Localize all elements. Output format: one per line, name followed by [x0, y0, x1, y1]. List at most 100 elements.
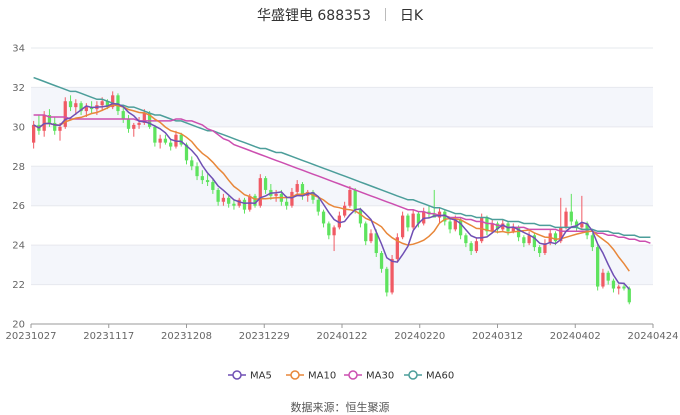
- candle-body: [258, 178, 262, 206]
- candle-body: [553, 233, 558, 242]
- candle-body: [469, 243, 473, 252]
- candle-body: [169, 142, 173, 147]
- candle: [627, 286, 631, 305]
- candle: [111, 91, 115, 110]
- candle-body: [142, 113, 146, 123]
- candle: [121, 107, 125, 123]
- candle: [448, 219, 452, 234]
- y-tick-label: 30: [12, 122, 25, 133]
- candle-body: [321, 211, 326, 224]
- y-tick-label: 22: [12, 280, 25, 291]
- candle: [316, 197, 320, 216]
- x-tick-label: 20240312: [472, 331, 523, 342]
- candle: [205, 174, 210, 186]
- candle: [195, 162, 199, 181]
- candle: [485, 215, 489, 236]
- candle: [174, 130, 178, 149]
- candle-body: [121, 111, 125, 119]
- period-label: 日K: [399, 8, 424, 24]
- candle: [395, 233, 399, 261]
- candle: [406, 213, 410, 232]
- candles: [32, 91, 631, 305]
- candle-body: [627, 288, 631, 303]
- candle-body: [569, 211, 573, 222]
- candle: [221, 193, 226, 206]
- candle: [258, 174, 262, 208]
- candle: [227, 195, 231, 208]
- candle: [348, 186, 352, 208]
- candle-body: [611, 280, 616, 289]
- x-tick-label: 20240220: [394, 331, 445, 342]
- candle: [126, 115, 131, 133]
- candle-body: [274, 193, 278, 196]
- candle-body: [227, 197, 231, 204]
- title-separator: [384, 8, 386, 21]
- candle-body: [522, 237, 526, 244]
- legend-label: MA30: [366, 371, 394, 382]
- candle-body: [495, 223, 500, 230]
- candle: [211, 178, 215, 194]
- legend-marker: [348, 370, 358, 380]
- legend-item-ma5: MA5: [228, 370, 272, 382]
- candle: [163, 134, 168, 145]
- candle-body: [68, 101, 73, 108]
- candle: [263, 176, 268, 194]
- candle-body: [158, 138, 162, 143]
- y-tick-label: 34: [12, 44, 25, 55]
- candle-body: [300, 184, 305, 196]
- stock-name-code: 华盛锂电 688353: [256, 8, 371, 24]
- candle: [606, 270, 610, 285]
- candle: [385, 266, 389, 297]
- ma10-line: [33, 104, 630, 272]
- candle-body: [137, 122, 141, 125]
- candle-body: [348, 189, 352, 206]
- candle-body: [427, 211, 431, 214]
- candle: [68, 95, 73, 112]
- candle-body: [200, 176, 204, 181]
- legend-marker: [232, 370, 242, 380]
- candle: [400, 211, 405, 240]
- candle-body: [390, 258, 394, 293]
- ma60-line: [33, 76, 651, 239]
- candle-body: [116, 95, 120, 112]
- candle: [321, 209, 326, 228]
- candle-body: [32, 124, 36, 143]
- candle: [358, 207, 363, 228]
- candle: [580, 195, 584, 230]
- candle: [559, 197, 563, 244]
- candle: [79, 101, 83, 116]
- candle: [611, 278, 616, 293]
- candle: [147, 111, 152, 129]
- candle: [295, 180, 299, 194]
- y-tick-label: 32: [12, 83, 25, 94]
- legend-marker: [408, 370, 418, 380]
- candle-body: [58, 126, 62, 131]
- legend-item-ma30: MA30: [344, 370, 394, 382]
- ma5-line: [33, 102, 630, 290]
- x-tick-label: 20231117: [83, 331, 134, 342]
- candle-body: [369, 233, 373, 242]
- candle-body: [132, 124, 136, 129]
- legend-item-ma10: MA10: [286, 370, 336, 382]
- data-source: 数据来源：恒生聚源: [290, 401, 390, 414]
- candle-body: [290, 191, 294, 206]
- candle-body: [205, 180, 210, 183]
- candle-body: [74, 103, 78, 108]
- x-axis: 20231027 20231117 20231208 20231229 20240122…: [6, 323, 678, 342]
- candle: [458, 217, 463, 240]
- candle-body: [285, 201, 289, 206]
- candle: [200, 170, 204, 185]
- candle-body: [458, 219, 463, 236]
- candle-body: [358, 209, 363, 224]
- y-tick-label: 24: [12, 241, 25, 252]
- candle-body: [343, 205, 347, 216]
- candle: [543, 239, 547, 255]
- candle-body: [443, 211, 447, 222]
- legend-label: MA5: [250, 371, 272, 382]
- candle: [63, 97, 67, 129]
- candle-body: [606, 272, 610, 281]
- candle-body: [126, 118, 131, 129]
- candle-body: [527, 235, 531, 244]
- ma-lines: [33, 76, 651, 290]
- candle-body: [400, 215, 405, 238]
